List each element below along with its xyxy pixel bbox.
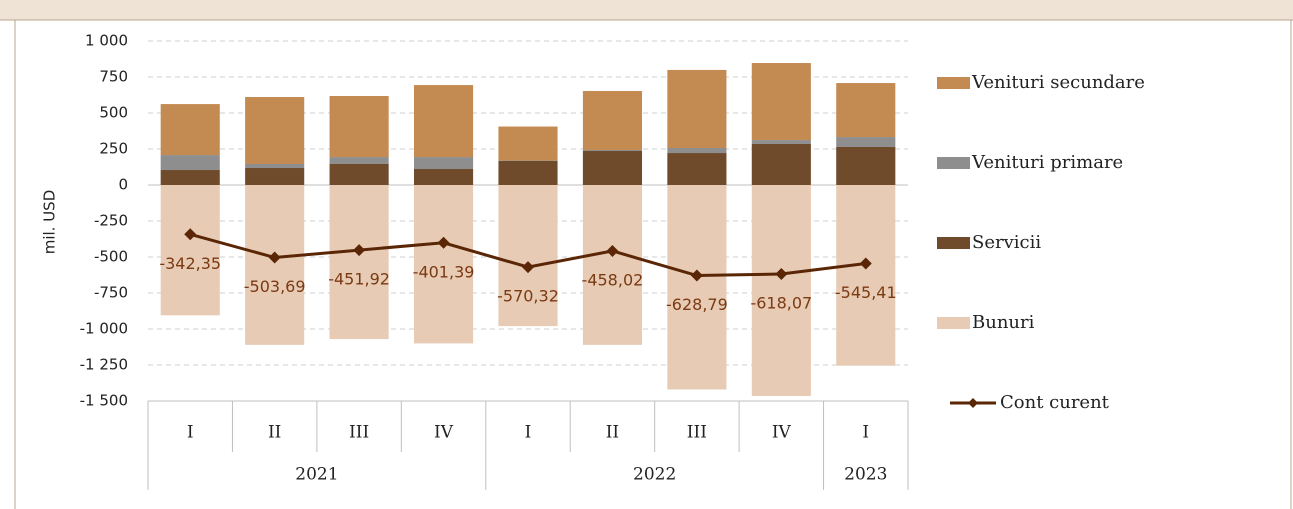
- line-marker: [690, 269, 703, 282]
- y-tick-label: 250: [99, 140, 128, 158]
- y-tick-label: 1 000: [85, 32, 128, 50]
- x-tick-label: I: [862, 423, 869, 443]
- data-label: -570,32: [497, 287, 559, 306]
- line-marker: [522, 261, 534, 274]
- legend-label: Cont curent: [1000, 392, 1110, 413]
- bar-segment: [160, 155, 220, 171]
- bar-segment: [667, 153, 727, 185]
- bar-segment: [582, 151, 642, 185]
- x-tick-label: III: [687, 423, 707, 443]
- y-tick-label: 0: [118, 176, 128, 194]
- group-label: 2023: [844, 465, 887, 485]
- line-marker: [859, 257, 872, 270]
- x-tick-label: I: [525, 423, 532, 443]
- x-tick-label: IV: [772, 423, 792, 443]
- bar-segment: [329, 157, 389, 164]
- bar-segment: [836, 146, 896, 185]
- y-tick-label: 500: [99, 104, 128, 122]
- y-tick-label: -1 250: [80, 356, 128, 374]
- data-label: -342,35: [159, 254, 221, 273]
- legend-label: Bunuri: [972, 312, 1035, 333]
- header-strip: [0, 0, 1293, 20]
- bar-segment: [329, 185, 389, 340]
- y-tick-label: -1 000: [80, 320, 128, 338]
- y-tick-label: -250: [94, 212, 128, 230]
- bar-segment: [245, 185, 305, 345]
- bar-segment: [329, 163, 389, 185]
- data-label: -401,39: [413, 262, 475, 281]
- x-tick-label: IV: [434, 423, 454, 443]
- bar-segment: [836, 137, 896, 147]
- line-marker: [606, 244, 619, 257]
- bar-segment: [160, 170, 220, 185]
- bar-segment: [582, 185, 642, 345]
- legend-label: Venituri primare: [971, 152, 1123, 173]
- line-marker: [268, 251, 281, 264]
- data-label: -618,07: [750, 294, 812, 313]
- bar-segment: [751, 140, 811, 144]
- legend-swatch: [937, 237, 970, 249]
- line-marker: [437, 236, 450, 249]
- data-label: -451,92: [328, 270, 390, 289]
- bar-segment: [667, 147, 727, 154]
- line-marker: [184, 228, 197, 241]
- bar-segment: [245, 163, 305, 169]
- group-label: 2021: [295, 465, 338, 485]
- line-marker: [775, 268, 788, 281]
- data-label: -458,02: [582, 270, 644, 289]
- legend-marker: [968, 398, 978, 408]
- bar-segment: [414, 185, 474, 344]
- x-tick-label: III: [349, 423, 369, 443]
- bar-segment: [667, 69, 727, 148]
- data-label: -628,79: [666, 295, 728, 314]
- x-tick-label: I: [187, 423, 194, 443]
- y-tick-label: 750: [99, 68, 128, 86]
- bar-segment: [245, 168, 305, 185]
- bar-segment: [582, 90, 642, 151]
- y-tick-label: -500: [94, 248, 128, 266]
- x-tick-label: II: [606, 423, 619, 443]
- legend-swatch: [937, 317, 970, 329]
- x-tick-label: II: [268, 423, 281, 443]
- legend-label: Servicii: [972, 232, 1041, 253]
- bar-segment: [329, 96, 389, 158]
- bar-segment: [498, 185, 558, 327]
- bar-segment: [836, 83, 896, 138]
- bar-segment: [414, 157, 474, 170]
- y-tick-label: -750: [94, 284, 128, 302]
- bar-segment: [160, 104, 220, 156]
- bar-segment: [498, 126, 558, 161]
- bar-segment: [751, 143, 811, 185]
- line-marker: [353, 244, 366, 257]
- bar-segment: [245, 97, 305, 164]
- bar-segment: [582, 150, 642, 152]
- bar-segment: [836, 185, 896, 366]
- group-label: 2022: [633, 465, 676, 485]
- bar-segment: [414, 85, 474, 158]
- legend-swatch: [937, 77, 970, 89]
- legend-swatch: [937, 157, 970, 169]
- bar-segment: [751, 63, 811, 141]
- y-axis-label: mil. USD: [41, 190, 59, 255]
- bar-segment: [498, 160, 558, 185]
- bar-segment: [667, 185, 727, 390]
- data-label: -503,69: [244, 277, 306, 296]
- data-label: -545,41: [835, 283, 897, 302]
- bar-segment: [160, 185, 220, 316]
- legend-label: Venituri secundare: [971, 72, 1145, 93]
- bar-segment: [751, 185, 811, 396]
- y-tick-label: -1 500: [80, 392, 128, 410]
- bar-segment: [414, 169, 474, 185]
